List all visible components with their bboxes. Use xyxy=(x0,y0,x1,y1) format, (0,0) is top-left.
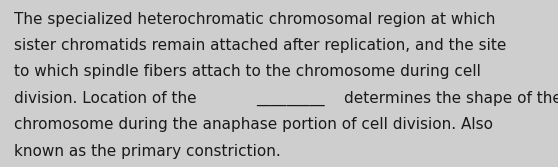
Text: division. Location of the: division. Location of the xyxy=(14,91,201,106)
Text: chromosome during the anaphase portion of cell division. Also: chromosome during the anaphase portion o… xyxy=(14,117,493,132)
Text: to which spindle fibers attach to the chromosome during cell: to which spindle fibers attach to the ch… xyxy=(14,64,481,79)
Text: sister chromatids remain attached after replication, and the site: sister chromatids remain attached after … xyxy=(14,38,506,53)
Text: determines the shape of the: determines the shape of the xyxy=(344,91,558,106)
Text: The specialized heterochromatic chromosomal region at which: The specialized heterochromatic chromoso… xyxy=(14,12,496,27)
Text: _________: _________ xyxy=(256,91,325,106)
Text: known as the primary constriction.: known as the primary constriction. xyxy=(14,144,281,159)
